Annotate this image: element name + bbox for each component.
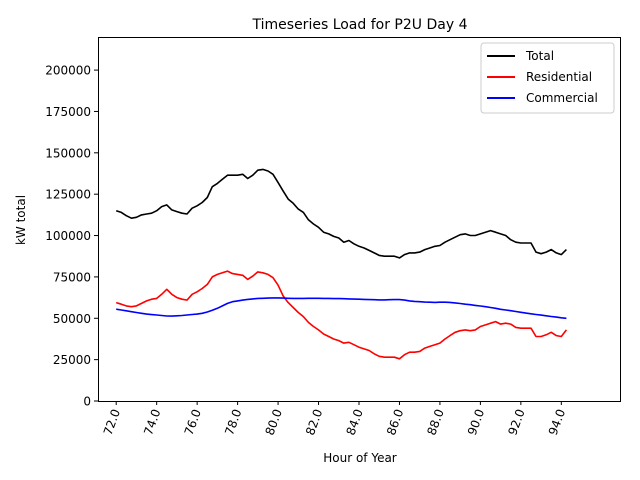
legend-label-residential: Residential: [526, 70, 592, 84]
chart-title: Timeseries Load for P2U Day 4: [252, 17, 468, 33]
y-tick-label: 50000: [53, 312, 91, 326]
y-tick-label: 125000: [45, 188, 91, 202]
plot-lines: [115, 168, 568, 360]
y-tick-label: 100000: [45, 229, 91, 243]
y-tick-label: 175000: [45, 105, 91, 119]
y-tick-label: 150000: [45, 146, 91, 160]
y-tick-label: 0: [83, 395, 91, 409]
series-line-total: [115, 168, 567, 259]
legend: Total Residential Commercial: [480, 42, 615, 114]
y-axis: 0 25000 50000 75000 100000 125000 150000 175000…: [45, 64, 98, 409]
series-line-residential: [115, 270, 568, 360]
y-tick-label: 25000: [53, 353, 91, 367]
legend-frame: [480, 42, 615, 114]
x-axis-label: Hour of Year: [323, 451, 397, 465]
series-line-commercial: [116, 297, 567, 320]
y-axis-label: kW total: [14, 195, 28, 245]
x-axis: 72.0 74.0 76.0 78.0 80.0 82.0 84.0 86.0 88.0 90.0…: [101, 401, 568, 437]
y-tick-label: 200000: [45, 64, 91, 78]
legend-label-total: Total: [525, 49, 554, 63]
y-tick-label: 75000: [53, 270, 91, 284]
legend-label-commercial: Commercial: [526, 91, 598, 105]
